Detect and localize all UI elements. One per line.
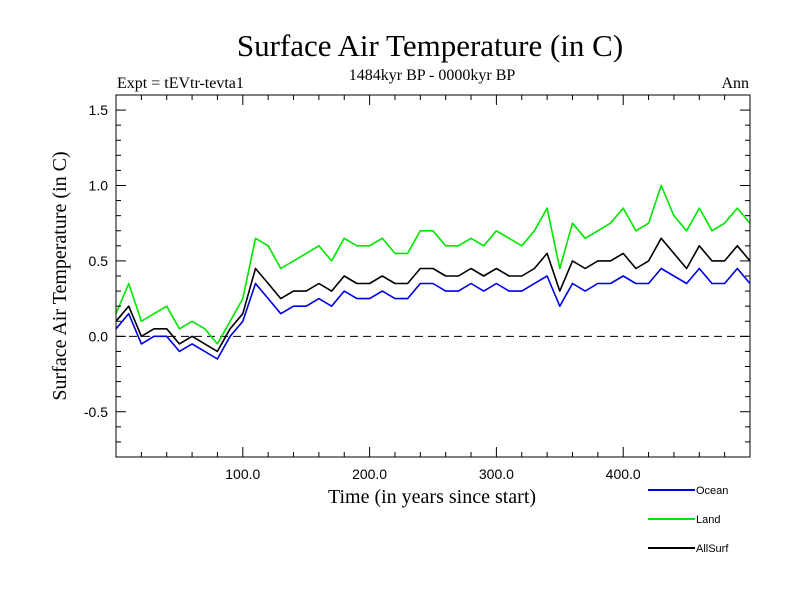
series-line-ocean [116,267,750,360]
y-tick-label: 1.5 [89,102,109,118]
y-tick-label: 1.0 [89,178,109,194]
chart-subtitle: 1484kyr BP - 0000kyr BP [349,67,516,84]
x-tick-label: 100.0 [225,466,260,482]
experiment-label: Expt = tEVtr-tevta1 [117,75,244,92]
legend: Ocean Land AllSurf [648,485,729,555]
legend-label-ocean: Ocean [696,485,728,497]
y-axis-label: Surface Air Temperature (in C) [49,151,71,400]
chart-title: Surface Air Temperature (in C) [237,28,623,63]
legend-label-allsurf: AllSurf [696,543,729,555]
x-tick-label: 400.0 [606,466,641,482]
x-axis-label: Time (in years since start) [328,486,536,508]
y-tick-label: -0.5 [84,404,108,420]
series-group [116,184,750,360]
tick-labels-group: 100.0 200.0 300.0 400.0 -0.5 0.0 0.5 1.0 1.5 [84,102,641,482]
x-tick-label: 300.0 [479,466,514,482]
x-tick-label: 200.0 [352,466,387,482]
legend-label-land: Land [696,514,720,526]
ticks-group [116,95,750,457]
series-line-allsurf [116,237,750,353]
series-line-land [116,184,750,345]
season-label: Ann [721,75,749,92]
y-tick-label: 0.5 [89,253,109,269]
y-tick-label: 0.0 [89,328,109,344]
